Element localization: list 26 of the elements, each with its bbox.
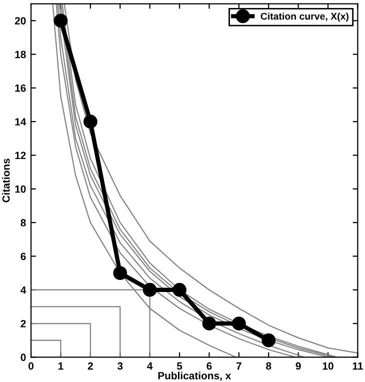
- x-tick-label: 7: [236, 362, 242, 370]
- y-tick-label: 6: [20, 252, 26, 260]
- y-tick-label: 4: [20, 286, 26, 294]
- y-tick-label: 0: [20, 354, 26, 362]
- y-tick-label: 2: [20, 320, 26, 328]
- legend-label: Citation curve, X(x): [260, 12, 348, 22]
- x-tick-label: 8: [266, 362, 272, 370]
- x-axis-title: Publications, x: [158, 372, 232, 381]
- y-tick-label: 16: [15, 84, 26, 92]
- y-axis-title: Citations: [2, 158, 10, 202]
- x-tick-label: 1: [58, 362, 64, 370]
- x-tick-label: 9: [296, 362, 301, 370]
- y-tick-label: 12: [15, 152, 26, 160]
- x-tick-label: 5: [176, 362, 182, 370]
- x-tick-label: 4: [147, 362, 153, 370]
- x-tick-label: 2: [88, 362, 93, 370]
- y-tick-label: 14: [15, 118, 26, 126]
- y-tick-label: 20: [14, 17, 26, 25]
- y-tick-label: 10: [15, 185, 26, 193]
- x-tick-label: 0: [28, 362, 34, 370]
- x-tick-label: 11: [352, 362, 363, 370]
- y-tick-label: 8: [20, 219, 26, 226]
- x-tick-label: 3: [117, 362, 123, 370]
- y-tick-label: 18: [15, 50, 26, 58]
- x-tick-label: 6: [206, 362, 212, 370]
- x-tick-label: 10: [322, 362, 334, 370]
